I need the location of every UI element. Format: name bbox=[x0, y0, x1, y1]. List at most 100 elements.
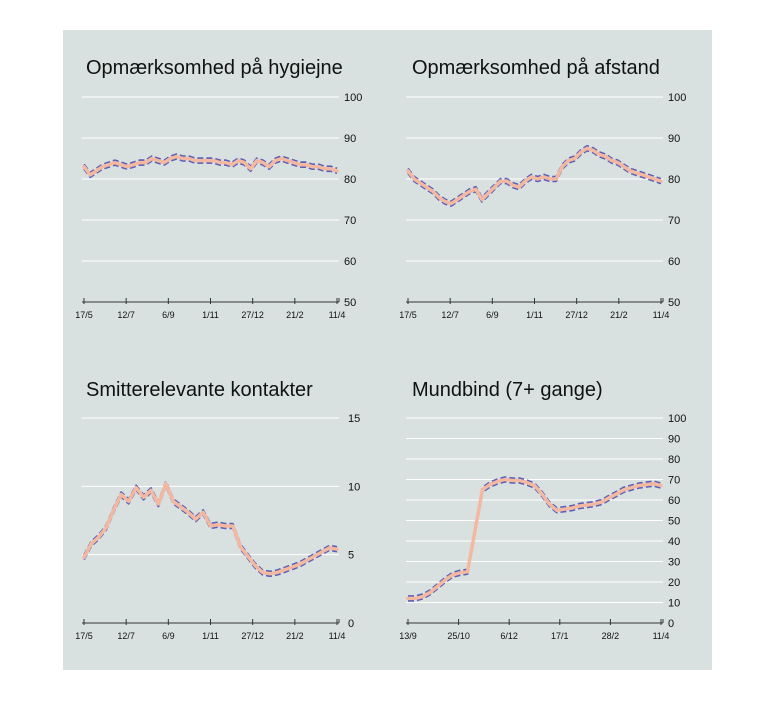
y-tick-label: 0 bbox=[348, 618, 354, 630]
chart-title-mundbind: Mundbind (7+ gange) bbox=[412, 379, 603, 401]
data-point bbox=[459, 572, 461, 574]
data-point bbox=[604, 155, 607, 158]
data-point bbox=[444, 579, 446, 581]
data-point bbox=[311, 166, 313, 168]
x-tick-label: 1/11 bbox=[526, 310, 543, 320]
x-tick-label: 11/4 bbox=[329, 631, 346, 641]
data-point bbox=[95, 170, 97, 172]
data-point bbox=[533, 485, 536, 487]
x-tick-label: 17/5 bbox=[75, 631, 93, 641]
data-point bbox=[638, 485, 640, 487]
data-point bbox=[262, 571, 264, 574]
data-point bbox=[511, 479, 513, 482]
chart-panel bbox=[63, 30, 712, 670]
x-tick-label: 6/9 bbox=[162, 631, 175, 641]
data-point bbox=[256, 160, 258, 162]
data-point bbox=[500, 180, 502, 182]
data-point bbox=[163, 162, 165, 164]
data-point bbox=[444, 201, 446, 203]
y-tick-label: 70 bbox=[668, 475, 680, 487]
data-point bbox=[623, 489, 625, 491]
series-line bbox=[406, 477, 663, 601]
x-tick-label: 12/7 bbox=[441, 310, 459, 320]
data-point bbox=[151, 157, 153, 160]
data-point bbox=[462, 194, 465, 196]
data-point bbox=[132, 164, 134, 166]
data-point bbox=[438, 196, 440, 198]
data-point bbox=[475, 188, 477, 190]
data-point bbox=[561, 166, 563, 168]
chart-title-afstand: Opmærksomhed på afstand bbox=[412, 57, 660, 79]
data-point bbox=[114, 162, 116, 164]
data-point bbox=[432, 190, 434, 192]
data-point bbox=[120, 164, 122, 166]
y-tick-label: 15 bbox=[348, 413, 360, 425]
x-tick-label: 6/9 bbox=[486, 310, 499, 320]
y-tick-label: 60 bbox=[344, 256, 356, 268]
data-point bbox=[206, 160, 208, 162]
chart-3: 0 10 20 30 40 50 60 70 80 90 100 13/9 25/10 6/12 17/1 2… bbox=[399, 413, 686, 641]
y-tick-label: 90 bbox=[668, 434, 680, 446]
data-point bbox=[247, 555, 249, 557]
data-point bbox=[600, 501, 603, 503]
data-point bbox=[172, 500, 174, 502]
chart-0: 50 60 70 80 90 100 17/5 12/7 6/9 1/11 27/12 21/2 11/… bbox=[75, 92, 362, 320]
y-tick-label: 90 bbox=[344, 133, 356, 145]
data-point bbox=[231, 164, 233, 166]
data-point bbox=[276, 571, 279, 574]
series-band-upper bbox=[407, 144, 662, 203]
data-point bbox=[330, 168, 332, 170]
data-point bbox=[504, 478, 506, 481]
data-point bbox=[336, 170, 338, 172]
series-line bbox=[82, 154, 339, 177]
x-tick-label: 27/12 bbox=[565, 310, 588, 320]
y-tick-label: 5 bbox=[348, 550, 354, 562]
x-tick-label: 11/4 bbox=[653, 310, 670, 320]
data-point bbox=[126, 166, 128, 168]
y-tick-label: 60 bbox=[668, 256, 680, 268]
data-point bbox=[293, 162, 295, 164]
data-point bbox=[653, 483, 655, 485]
data-point bbox=[101, 166, 104, 168]
series-band-lower bbox=[83, 157, 338, 179]
series-band-upper bbox=[83, 480, 338, 573]
data-point bbox=[224, 525, 226, 527]
data-point bbox=[142, 496, 145, 498]
data-point bbox=[660, 485, 662, 487]
x-tick-label: 25/10 bbox=[447, 631, 470, 641]
data-point bbox=[593, 503, 595, 505]
series-band-lower bbox=[83, 484, 338, 578]
data-point bbox=[407, 170, 409, 172]
data-point bbox=[419, 182, 421, 184]
data-point bbox=[209, 525, 212, 527]
data-point bbox=[306, 559, 308, 561]
data-point bbox=[407, 597, 409, 600]
y-tick-label: 70 bbox=[668, 215, 680, 227]
data-point bbox=[317, 166, 320, 168]
x-tick-label: 1/11 bbox=[202, 310, 219, 320]
y-tick-label: 50 bbox=[668, 516, 680, 528]
series-line bbox=[406, 146, 663, 206]
data-point bbox=[493, 186, 495, 188]
data-point bbox=[556, 509, 558, 511]
series-band-upper bbox=[408, 476, 662, 598]
data-point bbox=[138, 162, 141, 164]
chart-2: 0 5 10 15 17/5 12/7 6/9 1/11 27/12 21/2 11/4 bbox=[75, 413, 360, 641]
data-point bbox=[200, 160, 202, 162]
data-point bbox=[496, 481, 498, 483]
data-point bbox=[135, 487, 137, 489]
data-point bbox=[336, 548, 338, 550]
data-point bbox=[83, 166, 85, 168]
data-point bbox=[592, 149, 594, 151]
data-point bbox=[456, 198, 458, 201]
data-point bbox=[623, 166, 625, 168]
data-point bbox=[254, 565, 256, 567]
data-point bbox=[213, 160, 215, 162]
x-tick-label: 21/2 bbox=[610, 310, 628, 320]
x-tick-label: 17/5 bbox=[399, 310, 417, 320]
y-tick-label: 80 bbox=[344, 174, 356, 186]
x-tick-label: 13/9 bbox=[399, 631, 417, 641]
data-point bbox=[324, 168, 326, 170]
data-point bbox=[506, 180, 508, 182]
data-point bbox=[413, 178, 415, 180]
